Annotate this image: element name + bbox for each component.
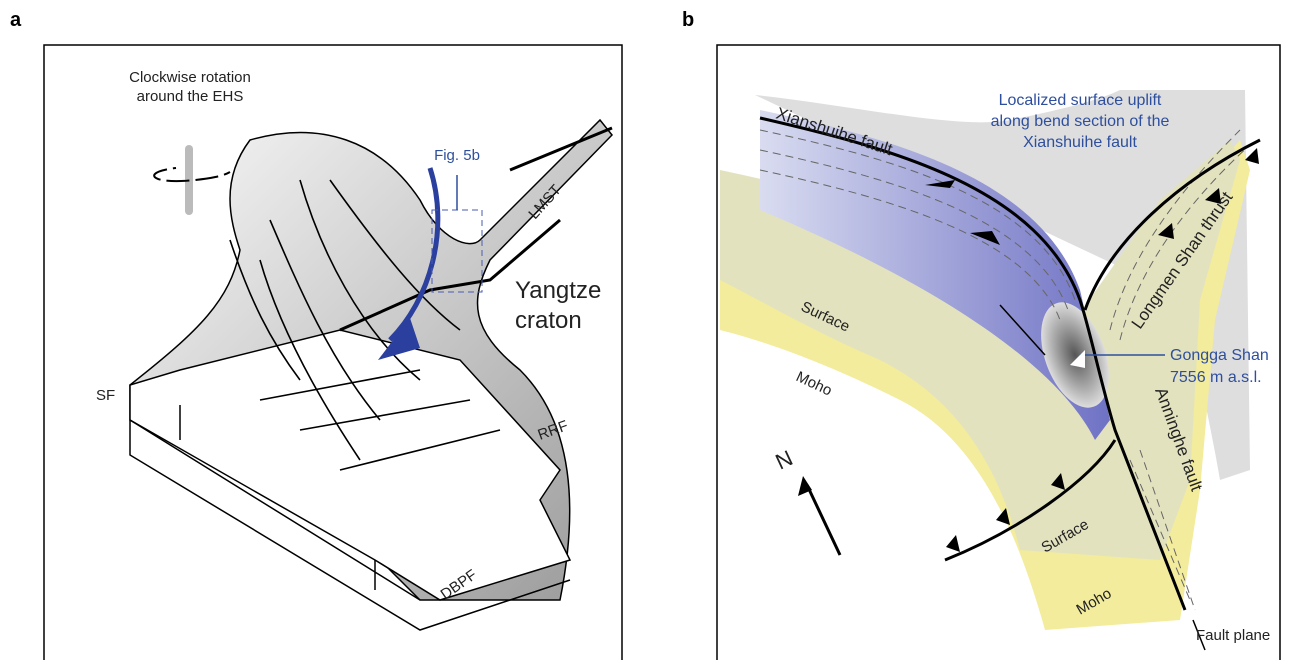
uplift-note: Localized surface uplift: [999, 92, 1162, 109]
peak-label: 7556 m a.s.l.: [1170, 369, 1262, 386]
figure: a Clockwise rotation around the EHS Fig.…: [0, 0, 1314, 660]
north-arrow: [807, 485, 840, 555]
rotation-note: around the EHS: [137, 88, 244, 105]
moho-label: Moho: [793, 368, 834, 399]
rotation-note: Clockwise rotation: [129, 69, 251, 86]
panel-b: b Localized surface uplift along bend se…: [682, 9, 1280, 660]
north-label: N: [772, 445, 797, 474]
fault-label: SF: [96, 387, 115, 404]
craton-label: Yangtze: [515, 277, 601, 304]
panel-label: a: [10, 9, 22, 31]
fault-plane-label: Fault plane: [1196, 627, 1270, 644]
craton-label: craton: [515, 307, 582, 334]
peak-label: Gongga Shan: [1170, 347, 1269, 364]
uplift-note: along bend section of the: [991, 113, 1170, 130]
panel-label: b: [682, 9, 694, 31]
fig-ref: Fig. 5b: [434, 147, 480, 164]
panel-a: a Clockwise rotation around the EHS Fig.…: [10, 9, 622, 660]
uplift-note: Xianshuihe fault: [1023, 134, 1137, 151]
